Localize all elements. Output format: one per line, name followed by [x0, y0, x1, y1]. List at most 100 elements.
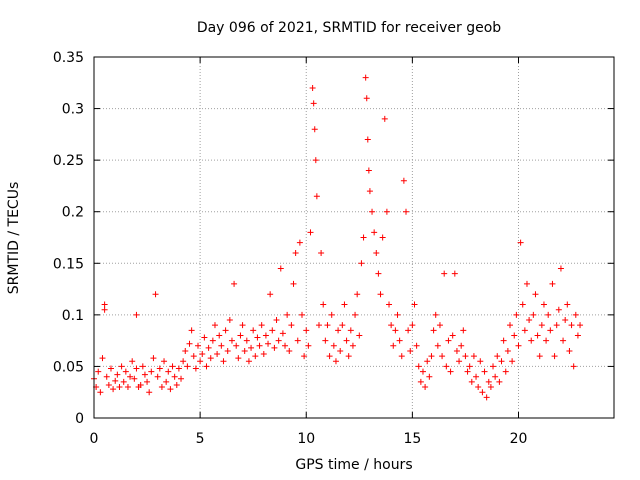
- data-point: [574, 332, 581, 339]
- data-point: [483, 394, 490, 401]
- data-point: [430, 327, 437, 334]
- data-point: [530, 311, 537, 318]
- data-point: [154, 373, 161, 380]
- data-point: [496, 378, 503, 385]
- data-point: [447, 368, 454, 375]
- data-point: [534, 332, 541, 339]
- data-point: [439, 353, 446, 360]
- data-point: [458, 342, 465, 349]
- data-point: [99, 355, 106, 362]
- data-point: [103, 373, 110, 380]
- data-point: [509, 358, 516, 365]
- data-point: [116, 384, 123, 391]
- data-point: [267, 291, 274, 298]
- data-point: [110, 386, 117, 393]
- data-point: [112, 377, 119, 384]
- data-point: [345, 353, 352, 360]
- data-point: [279, 330, 286, 337]
- data-point: [356, 332, 363, 339]
- data-point: [299, 311, 305, 318]
- data-point: [494, 353, 501, 360]
- data-point: [220, 358, 227, 365]
- data-point: [120, 378, 127, 385]
- plot-frame: [93, 56, 615, 419]
- data-point: [400, 177, 407, 184]
- data-point: [379, 234, 386, 241]
- data-point: [362, 74, 369, 81]
- data-point: [375, 270, 382, 277]
- data-point: [403, 208, 409, 215]
- data-point: [101, 306, 108, 313]
- data-point: [184, 363, 191, 370]
- data-point: [239, 322, 246, 329]
- data-point: [97, 389, 104, 396]
- data-point: [464, 368, 471, 375]
- data-point: [417, 378, 424, 385]
- data-point: [432, 311, 439, 318]
- data-point: [411, 301, 418, 308]
- data-point: [468, 378, 475, 385]
- data-point: [473, 373, 480, 380]
- data-point: [310, 100, 317, 107]
- data-point: [572, 311, 579, 318]
- data-point: [163, 378, 170, 385]
- data-point: [237, 332, 244, 339]
- data-point: [292, 249, 299, 256]
- data-point: [553, 322, 560, 329]
- data-point: [577, 322, 584, 329]
- data-point: [332, 358, 339, 365]
- data-point: [409, 322, 416, 329]
- data-point: [178, 375, 185, 382]
- data-point: [485, 378, 492, 385]
- data-point: [396, 337, 403, 344]
- data-point: [564, 301, 571, 308]
- data-point: [288, 322, 295, 329]
- data-point: [165, 368, 172, 375]
- data-point: [347, 327, 354, 334]
- data-point: [146, 389, 153, 396]
- data-point: [167, 386, 174, 393]
- data-point: [545, 311, 552, 318]
- data-point: [95, 368, 102, 375]
- data-point: [124, 384, 131, 391]
- data-point: [551, 353, 558, 360]
- data-point: [532, 291, 539, 298]
- data-point: [415, 363, 422, 370]
- data-points: [91, 74, 584, 401]
- data-point: [133, 311, 140, 318]
- data-point: [312, 157, 319, 164]
- data-point: [256, 342, 263, 349]
- y-axis-label: SRMTID / TECUs: [6, 182, 22, 295]
- data-point: [129, 358, 136, 365]
- data-point: [277, 265, 284, 272]
- data-point: [101, 301, 108, 308]
- data-point: [271, 344, 278, 351]
- data-point: [144, 378, 151, 385]
- data-point: [523, 280, 530, 287]
- data-point: [322, 337, 329, 344]
- chart-title: Day 096 of 2021, SRMTID for receiver geo…: [197, 20, 501, 36]
- data-point: [487, 384, 494, 391]
- data-point: [275, 337, 282, 344]
- data-point: [568, 322, 575, 329]
- data-point: [419, 368, 426, 375]
- x-tick-label: 15: [403, 431, 421, 447]
- grid-lines: [94, 57, 614, 418]
- data-point: [307, 229, 314, 236]
- data-point: [481, 368, 488, 375]
- data-point: [377, 291, 384, 298]
- data-point: [436, 322, 443, 329]
- data-point: [330, 342, 337, 349]
- data-point: [363, 95, 370, 102]
- data-point: [381, 115, 388, 122]
- data-point: [373, 249, 380, 256]
- data-point: [260, 351, 267, 358]
- data-point: [511, 332, 518, 339]
- data-point: [273, 317, 280, 324]
- x-tick-label: 0: [90, 431, 99, 447]
- y-tick-label: 0.35: [53, 50, 84, 66]
- y-tick-label: 0.3: [62, 102, 84, 118]
- data-point: [294, 337, 301, 344]
- data-point: [228, 337, 235, 344]
